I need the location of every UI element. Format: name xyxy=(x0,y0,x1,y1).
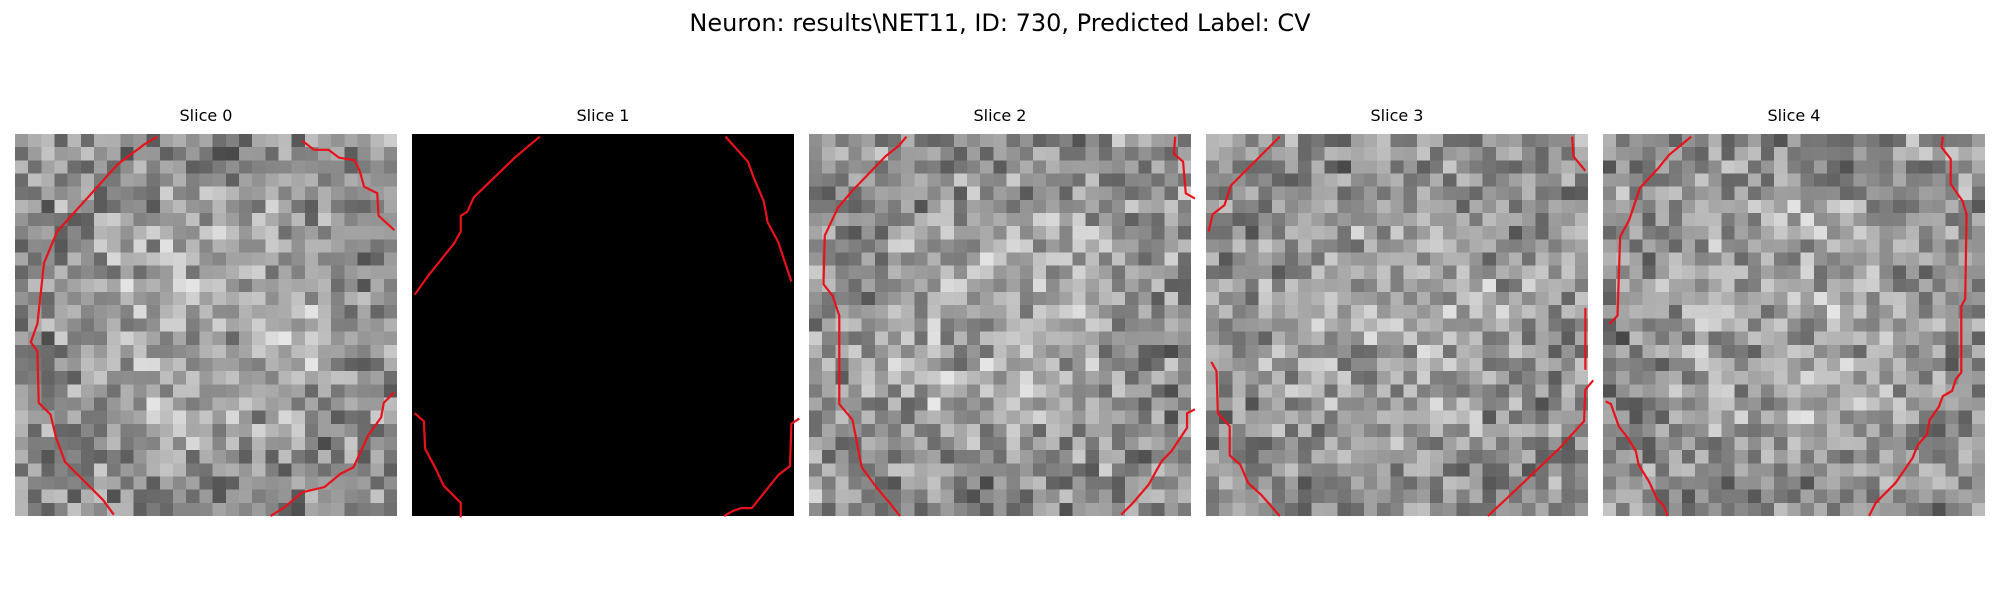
contour-line-0-1 xyxy=(302,141,394,231)
contour-line-3-0 xyxy=(1209,137,1280,232)
slice-title-3: Slice 3 xyxy=(1370,106,1424,125)
contour-line-3-2 xyxy=(1211,362,1279,516)
contour-line-3-4 xyxy=(1488,380,1593,516)
contour-overlay-2 xyxy=(809,134,1191,516)
slice-image-3 xyxy=(1206,134,1588,516)
contour-line-1-0 xyxy=(415,137,540,295)
slice-image-2 xyxy=(809,134,1191,516)
slice-title-2: Slice 2 xyxy=(973,106,1027,125)
slice-image-1 xyxy=(412,134,794,516)
contour-line-4-2 xyxy=(1606,401,1668,516)
contour-line-1-1 xyxy=(726,137,792,282)
contour-line-2-0 xyxy=(823,137,906,516)
contour-line-3-1 xyxy=(1572,137,1585,171)
contour-line-0-2 xyxy=(271,392,395,516)
contour-line-0-0 xyxy=(31,137,157,515)
contour-line-2-1 xyxy=(1174,137,1195,199)
figure-title: Neuron: results\NET11, ID: 730, Predicte… xyxy=(689,9,1311,37)
contour-overlay-4 xyxy=(1603,134,1985,516)
contour-overlay-1 xyxy=(412,134,794,516)
contour-line-1-3 xyxy=(724,419,799,516)
contour-overlay-3 xyxy=(1206,134,1588,516)
slice-image-4 xyxy=(1603,134,1985,516)
contour-overlay-0 xyxy=(15,134,397,516)
slice-title-1: Slice 1 xyxy=(576,106,630,125)
contour-line-2-2 xyxy=(1121,409,1195,514)
slice-title-4: Slice 4 xyxy=(1767,106,1821,125)
slice-title-0: Slice 0 xyxy=(179,106,233,125)
contour-line-4-1 xyxy=(1869,137,1966,516)
contour-line-1-2 xyxy=(415,413,461,517)
slice-image-0 xyxy=(15,134,397,516)
contour-line-4-0 xyxy=(1610,137,1692,324)
